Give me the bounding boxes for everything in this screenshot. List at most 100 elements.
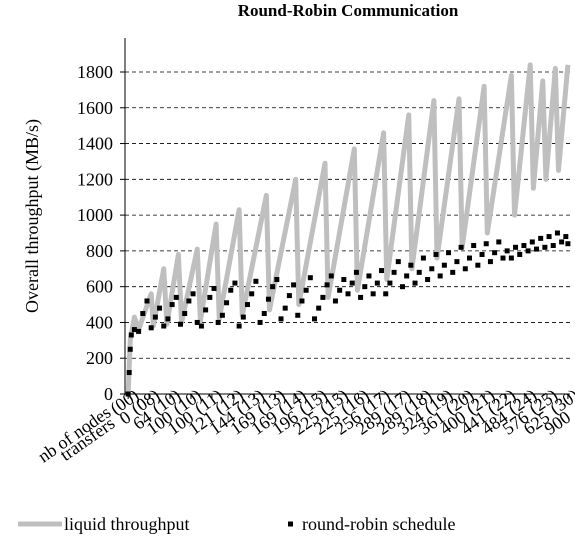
point xyxy=(408,262,414,268)
y-tick-label: 800 xyxy=(86,241,113,261)
y-tick-label: 1800 xyxy=(77,62,113,82)
point xyxy=(508,255,514,261)
point xyxy=(391,269,397,275)
point xyxy=(219,312,225,318)
point xyxy=(316,305,322,311)
point xyxy=(249,291,255,297)
point xyxy=(278,316,284,322)
point xyxy=(513,244,519,250)
point xyxy=(224,300,230,306)
point xyxy=(245,302,251,308)
point xyxy=(332,298,338,304)
point xyxy=(395,259,401,265)
point xyxy=(542,244,548,250)
point xyxy=(412,280,418,286)
point xyxy=(374,280,380,286)
point xyxy=(529,239,535,245)
y-tick-label: 1400 xyxy=(77,134,113,154)
y-tick-label: 600 xyxy=(86,277,113,297)
point xyxy=(282,305,288,311)
point xyxy=(379,268,385,274)
point xyxy=(349,280,355,286)
point xyxy=(270,284,276,290)
point xyxy=(429,266,435,272)
point xyxy=(500,255,506,261)
point xyxy=(232,280,238,286)
point xyxy=(207,294,213,300)
point xyxy=(203,307,209,313)
point xyxy=(433,251,439,257)
point xyxy=(148,325,154,331)
point xyxy=(136,328,142,334)
point xyxy=(337,287,343,293)
point xyxy=(559,239,565,245)
point xyxy=(550,243,556,249)
point xyxy=(420,255,426,261)
point xyxy=(173,294,179,300)
point xyxy=(291,282,297,288)
point xyxy=(538,235,544,241)
point xyxy=(454,259,460,265)
point xyxy=(157,305,163,311)
point xyxy=(462,266,468,272)
point xyxy=(496,239,502,245)
point xyxy=(533,246,539,252)
point xyxy=(328,273,334,279)
y-tick-label: 1000 xyxy=(77,205,113,225)
point xyxy=(144,298,150,304)
point xyxy=(399,284,405,290)
point xyxy=(190,291,196,297)
point xyxy=(194,319,200,325)
y-tick-label: 1200 xyxy=(77,169,113,189)
point xyxy=(152,314,158,320)
point xyxy=(186,298,192,304)
point xyxy=(554,230,560,236)
point xyxy=(240,314,246,320)
point xyxy=(228,287,234,293)
point xyxy=(236,323,242,329)
point xyxy=(345,291,351,297)
point xyxy=(492,250,498,256)
point xyxy=(324,282,330,288)
point xyxy=(131,327,137,333)
point xyxy=(450,269,456,275)
y-axis-label: Overall throughput (MB/s) xyxy=(22,119,43,313)
point xyxy=(525,248,531,254)
point xyxy=(161,323,167,329)
point xyxy=(517,251,523,257)
point xyxy=(425,277,431,283)
point xyxy=(437,273,443,279)
point xyxy=(257,319,263,325)
point xyxy=(165,316,171,322)
point xyxy=(565,241,571,247)
point xyxy=(546,234,552,240)
point xyxy=(307,275,313,281)
y-tick-label: 0 xyxy=(104,384,113,404)
point xyxy=(140,310,146,316)
point xyxy=(466,255,472,261)
point xyxy=(521,243,527,249)
point xyxy=(362,284,368,290)
y-tick-label: 200 xyxy=(86,348,113,368)
point xyxy=(274,277,280,283)
point xyxy=(295,312,301,318)
point xyxy=(366,273,372,279)
point xyxy=(446,250,452,256)
point xyxy=(125,391,131,397)
legend-swatch xyxy=(288,521,293,527)
point xyxy=(126,370,132,376)
point xyxy=(320,294,326,300)
point xyxy=(458,244,464,250)
point xyxy=(383,291,389,297)
y-tick-label: 400 xyxy=(86,312,113,332)
point xyxy=(215,319,221,325)
point xyxy=(416,269,422,275)
point xyxy=(265,296,271,302)
point xyxy=(358,294,364,300)
point xyxy=(487,259,493,265)
point xyxy=(353,269,359,275)
point xyxy=(387,280,393,286)
point xyxy=(127,346,133,352)
point xyxy=(299,298,305,304)
